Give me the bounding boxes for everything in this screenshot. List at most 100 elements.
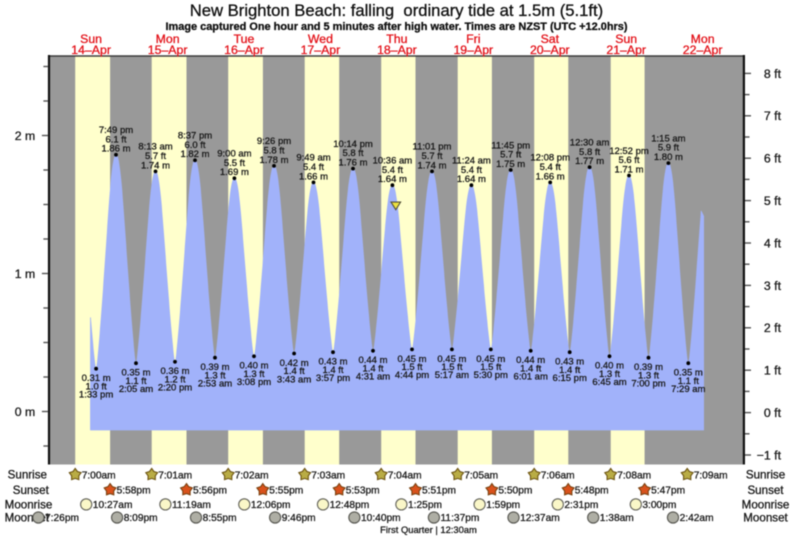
svg-text:0.31 m: 0.31 m <box>82 373 111 384</box>
svg-text:Sunset: Sunset <box>747 484 784 497</box>
svg-text:12:52 pm: 12:52 pm <box>609 146 649 157</box>
svg-text:6:45 am: 6:45 am <box>592 377 626 388</box>
svg-text:8:37 pm: 8:37 pm <box>178 131 212 142</box>
svg-text:1.82 m: 1.82 m <box>180 149 209 160</box>
svg-text:Sat: Sat <box>541 32 560 46</box>
svg-text:1.64 m: 1.64 m <box>457 174 486 185</box>
svg-text:1.2 ft: 1.2 ft <box>164 374 185 385</box>
svg-text:0.45 m: 0.45 m <box>476 354 505 365</box>
svg-text:16–Apr: 16–Apr <box>224 43 264 57</box>
svg-text:5:50pm: 5:50pm <box>498 486 532 497</box>
svg-text:1:38am: 1:38am <box>600 513 634 524</box>
svg-text:1.71 m: 1.71 m <box>614 164 643 175</box>
svg-text:2:31pm: 2:31pm <box>564 500 598 511</box>
svg-text:1.3 ft: 1.3 ft <box>243 369 264 380</box>
svg-text:5.7 ft: 5.7 ft <box>421 151 442 162</box>
svg-text:0.36 m: 0.36 m <box>160 366 189 377</box>
svg-text:1.66 m: 1.66 m <box>536 171 565 182</box>
svg-text:0.43 m: 0.43 m <box>555 357 584 368</box>
svg-text:1:15 am: 1:15 am <box>651 133 685 144</box>
svg-text:0.39 m: 0.39 m <box>634 362 663 373</box>
svg-text:5.4 ft: 5.4 ft <box>303 162 324 173</box>
svg-text:5.5 ft: 5.5 ft <box>224 158 245 169</box>
svg-text:20–Apr: 20–Apr <box>530 43 570 57</box>
svg-text:5.8 ft: 5.8 ft <box>579 147 600 158</box>
svg-text:2:05 am: 2:05 am <box>119 384 153 395</box>
svg-text:1.77 m: 1.77 m <box>575 156 604 167</box>
svg-text:7:09am: 7:09am <box>694 470 728 481</box>
svg-text:0.39 m: 0.39 m <box>200 362 229 373</box>
svg-text:5:51pm: 5:51pm <box>422 486 456 497</box>
svg-text:5.8 ft: 5.8 ft <box>342 148 363 159</box>
svg-text:First Quarter | 12:30am: First Quarter | 12:30am <box>380 524 477 535</box>
svg-text:5:55pm: 5:55pm <box>269 486 303 497</box>
svg-text:9:26 pm: 9:26 pm <box>257 136 291 147</box>
svg-text:21–Apr: 21–Apr <box>606 43 646 57</box>
svg-text:Sunset: Sunset <box>13 484 50 497</box>
svg-text:7:03am: 7:03am <box>311 470 345 481</box>
svg-text:1:25pm: 1:25pm <box>408 500 442 511</box>
svg-text:1 m: 1 m <box>15 267 36 281</box>
svg-text:12:37am: 12:37am <box>520 513 560 524</box>
svg-text:1.86 m: 1.86 m <box>101 144 130 155</box>
svg-text:5.9 ft: 5.9 ft <box>658 143 679 154</box>
svg-text:0.40 m: 0.40 m <box>595 361 624 372</box>
svg-text:1.76 m: 1.76 m <box>338 158 367 169</box>
svg-text:1.0 ft: 1.0 ft <box>86 381 107 392</box>
svg-text:7:02am: 7:02am <box>235 470 269 481</box>
svg-text:10:36 am: 10:36 am <box>373 156 413 167</box>
svg-text:Fri: Fri <box>466 32 480 46</box>
svg-text:Sunrise: Sunrise <box>746 469 785 482</box>
svg-text:7 ft: 7 ft <box>764 109 782 123</box>
svg-text:Sun: Sun <box>615 32 637 46</box>
svg-text:10:27am: 10:27am <box>93 500 133 511</box>
svg-text:Sun: Sun <box>80 32 102 46</box>
svg-text:7:04am: 7:04am <box>388 470 422 481</box>
svg-text:19–Apr: 19–Apr <box>453 43 493 57</box>
svg-text:2 m: 2 m <box>15 129 36 143</box>
svg-text:3 ft: 3 ft <box>764 279 782 293</box>
svg-text:9:00 am: 9:00 am <box>217 149 251 160</box>
svg-text:6:01 am: 6:01 am <box>514 372 548 383</box>
svg-text:5.4 ft: 5.4 ft <box>461 165 482 176</box>
svg-text:11:24 am: 11:24 am <box>452 156 491 167</box>
svg-text:5.4 ft: 5.4 ft <box>382 165 403 176</box>
svg-text:2:42am: 2:42am <box>680 513 714 524</box>
svg-text:New Brighton Beach: falling o: New Brighton Beach: falling ordinary tid… <box>190 1 603 20</box>
svg-text:5:56pm: 5:56pm <box>193 486 227 497</box>
svg-text:8:09pm: 8:09pm <box>124 513 158 524</box>
svg-text:5:48pm: 5:48pm <box>575 486 609 497</box>
svg-text:0.35 m: 0.35 m <box>121 368 150 379</box>
svg-text:7:08am: 7:08am <box>617 470 651 481</box>
svg-text:0.45 m: 0.45 m <box>397 354 426 365</box>
svg-text:12:06pm: 12:06pm <box>251 500 291 511</box>
svg-text:Moonrise: Moonrise <box>5 499 53 512</box>
svg-text:4:44 pm: 4:44 pm <box>395 370 429 381</box>
svg-text:5 ft: 5 ft <box>764 194 782 208</box>
svg-text:1.5 ft: 1.5 ft <box>480 362 501 373</box>
svg-text:6:15 pm: 6:15 pm <box>553 373 587 384</box>
svg-text:12:48pm: 12:48pm <box>330 500 370 511</box>
svg-text:8:55pm: 8:55pm <box>203 513 237 524</box>
svg-text:0.42 m: 0.42 m <box>280 358 309 369</box>
svg-text:1.5 ft: 1.5 ft <box>441 362 462 373</box>
svg-text:1.3 ft: 1.3 ft <box>204 370 225 381</box>
svg-text:11:19am: 11:19am <box>172 500 211 511</box>
svg-text:Mon: Mon <box>691 32 715 46</box>
svg-text:5:17 am: 5:17 am <box>435 370 469 381</box>
svg-text:6.1 ft: 6.1 ft <box>105 134 126 145</box>
svg-text:1.74 m: 1.74 m <box>141 160 170 171</box>
svg-text:1.1 ft: 1.1 ft <box>678 376 699 387</box>
svg-text:5.8 ft: 5.8 ft <box>263 146 284 157</box>
svg-text:1.4 ft: 1.4 ft <box>520 363 541 374</box>
svg-text:Image captured One hour and 5: Image captured One hour and 5 minutes af… <box>165 21 627 33</box>
svg-text:Thu: Thu <box>386 32 407 46</box>
svg-text:5:53pm: 5:53pm <box>346 486 380 497</box>
svg-text:3:57 pm: 3:57 pm <box>316 373 350 384</box>
svg-text:5:30 pm: 5:30 pm <box>474 370 508 381</box>
svg-text:1.4 ft: 1.4 ft <box>284 366 305 377</box>
svg-text:0.44 m: 0.44 m <box>516 355 545 366</box>
svg-text:1:33 pm: 1:33 pm <box>79 390 113 401</box>
svg-text:3:08 pm: 3:08 pm <box>237 377 271 388</box>
svg-text:2:53 am: 2:53 am <box>198 379 232 390</box>
